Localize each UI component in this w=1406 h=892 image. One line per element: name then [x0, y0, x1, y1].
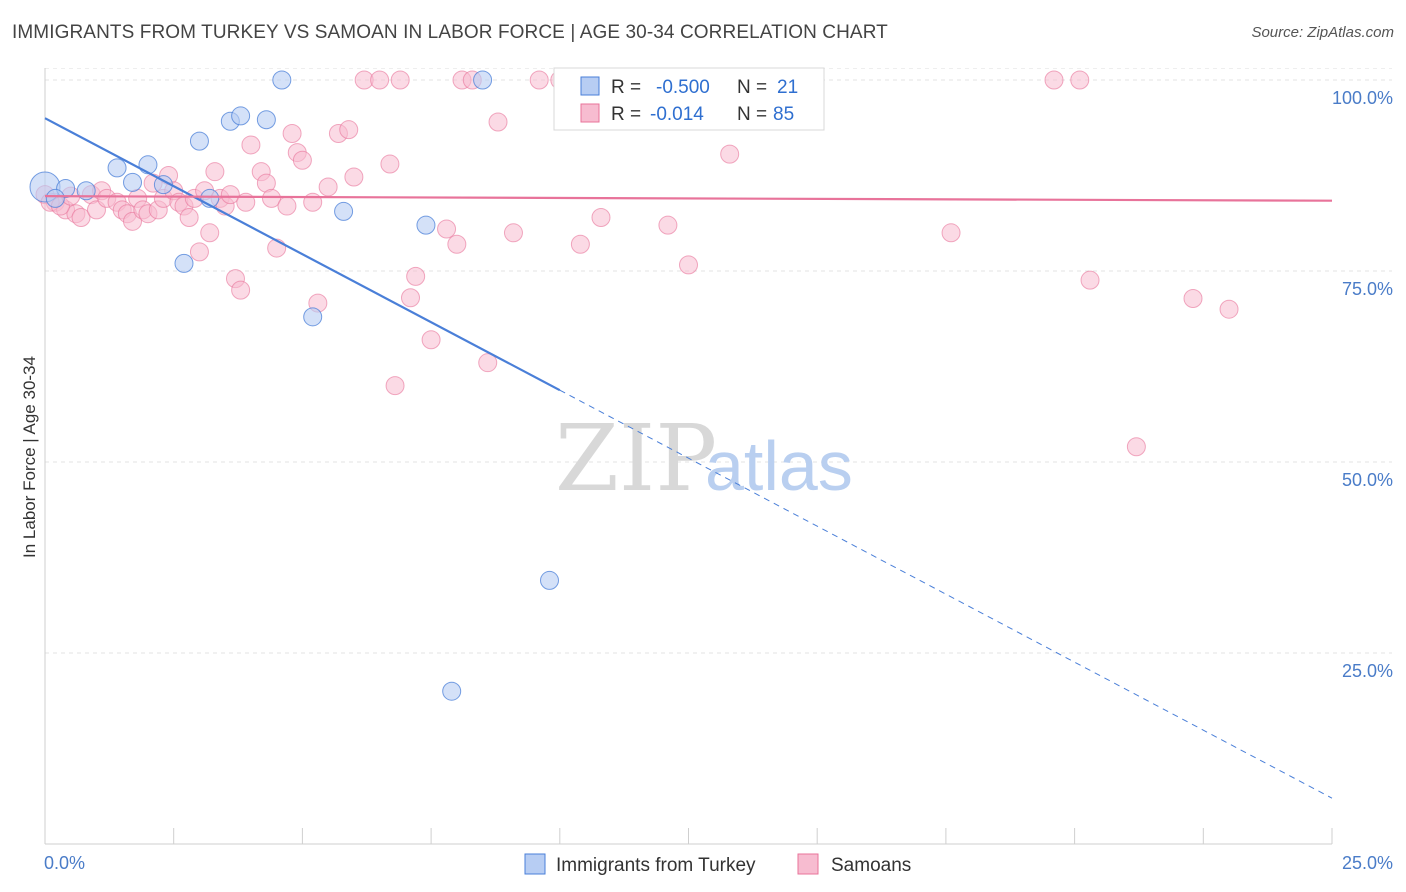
turkey-point-11: [231, 106, 251, 126]
correlation-legend: R = -0.500 N = 21 R = -0.014 N = 85: [553, 67, 825, 131]
samoan-point-4: [71, 208, 91, 228]
turkey-point-4: [123, 172, 143, 192]
turkey-point-13: [272, 70, 292, 90]
samoan-point-40: [277, 196, 297, 216]
legend-swatch-turkey: [580, 76, 600, 96]
y-tick-label-100: 100.0%: [1332, 88, 1393, 108]
samoan-point-71: [679, 255, 698, 275]
samoan-point-57: [421, 330, 441, 350]
legend-n-value-turkey: 21: [777, 77, 798, 98]
samoan-point-63: [488, 112, 508, 132]
samoan-point-43: [292, 150, 312, 170]
samoan-point-70: [658, 215, 678, 235]
samoan-point-80: [1183, 289, 1203, 309]
x-tick-label-min: 0.0%: [44, 853, 85, 873]
turkey-point-5: [138, 155, 158, 175]
samoan-point-62: [478, 353, 498, 373]
legend-swatch-samoan: [580, 103, 600, 123]
y-tick-labels: 25.0% 50.0% 75.0% 100.0%: [1332, 88, 1393, 681]
turkey-point-7: [174, 253, 194, 273]
turkey-point-18: [540, 570, 560, 590]
y-tick-label-25: 25.0%: [1342, 661, 1393, 681]
series-legend: Immigrants from Turkey Samoans: [524, 853, 911, 876]
series-legend-swatch-samoan: [797, 853, 819, 875]
turkey-point-19: [442, 681, 462, 701]
samoan-point-41: [282, 123, 302, 143]
y-tick-label-75: 75.0%: [1342, 279, 1393, 299]
samoan-point-48: [339, 120, 359, 140]
samoan-point-64: [503, 223, 523, 243]
samoan-point-58: [437, 219, 457, 239]
series-legend-swatch-turkey: [524, 853, 546, 875]
samoan-point-28: [205, 162, 225, 182]
samoan-point-67: [570, 234, 590, 254]
samoan-point-49: [344, 167, 364, 187]
samoan-point-44: [303, 192, 323, 212]
samoan-point-59: [447, 234, 467, 254]
samoan-point-55: [401, 288, 421, 308]
trend-lines: [44, 117, 1333, 799]
turkey-point-12: [256, 110, 276, 130]
watermark-atlas: atlas: [705, 427, 853, 505]
turkey-point-14: [303, 307, 323, 327]
gridlines: [45, 68, 1392, 654]
samoan-point-79: [1126, 437, 1146, 457]
samoan-point-77: [1070, 70, 1090, 90]
turkey-point-3: [107, 158, 127, 178]
turkey-point-16: [416, 215, 436, 235]
series-legend-label-turkey: Immigrants from Turkey: [556, 855, 756, 876]
legend-n-label-turkey: N =: [737, 77, 767, 98]
source-note: Source: ZipAtlas.com: [1251, 24, 1394, 41]
legend-n-label-samoan: N =: [737, 104, 767, 125]
turkey-point-8: [189, 131, 209, 151]
samoan-trend-line: [44, 195, 1333, 202]
legend-r-value-samoan: -0.014: [650, 104, 704, 125]
samoan-point-38: [262, 188, 282, 208]
legend-n-value-samoan: 85: [773, 104, 794, 125]
samoan-point-25: [189, 242, 209, 262]
samoan-point-75: [941, 223, 961, 243]
samoan-point-72: [720, 144, 740, 164]
samoan-point-76: [1044, 70, 1064, 90]
samoan-point-81: [1219, 299, 1239, 319]
legend-r-value-turkey: -0.500: [656, 77, 710, 98]
x-ticks: [173, 828, 1333, 844]
samoan-point-46: [318, 177, 338, 197]
turkey-points: [29, 70, 560, 701]
legend-r-label-turkey: R =: [611, 77, 641, 98]
watermark-zip: ZIP: [555, 405, 717, 512]
samoan-point-54: [390, 70, 410, 90]
y-axis-label: In Labor Force | Age 30-34: [20, 356, 39, 558]
samoan-point-52: [380, 154, 400, 174]
samoan-point-27: [200, 223, 220, 243]
turkey-point-20: [45, 188, 65, 208]
samoan-point-65: [529, 70, 549, 90]
samoan-point-51: [370, 70, 390, 90]
legend-r-label-samoan: R =: [611, 104, 641, 125]
samoan-point-78: [1080, 270, 1100, 290]
y-tick-label-50: 50.0%: [1342, 470, 1393, 490]
samoan-point-68: [591, 208, 611, 228]
samoan-point-35: [241, 135, 261, 155]
samoan-point-31: [220, 185, 240, 205]
samoan-point-53: [385, 376, 405, 396]
turkey-point-17: [473, 70, 493, 90]
samoan-point-23: [179, 208, 199, 228]
series-legend-label-samoan: Samoans: [831, 855, 911, 876]
turkey-trend-extension: [559, 389, 1333, 799]
x-tick-label-max: 25.0%: [1342, 853, 1393, 873]
samoan-point-33: [231, 280, 251, 300]
chart-title: IMMIGRANTS FROM TURKEY VS SAMOAN IN LABO…: [12, 22, 888, 43]
turkey-trend-line: [44, 117, 561, 392]
turkey-point-15: [334, 201, 354, 221]
samoan-point-56: [406, 266, 426, 286]
